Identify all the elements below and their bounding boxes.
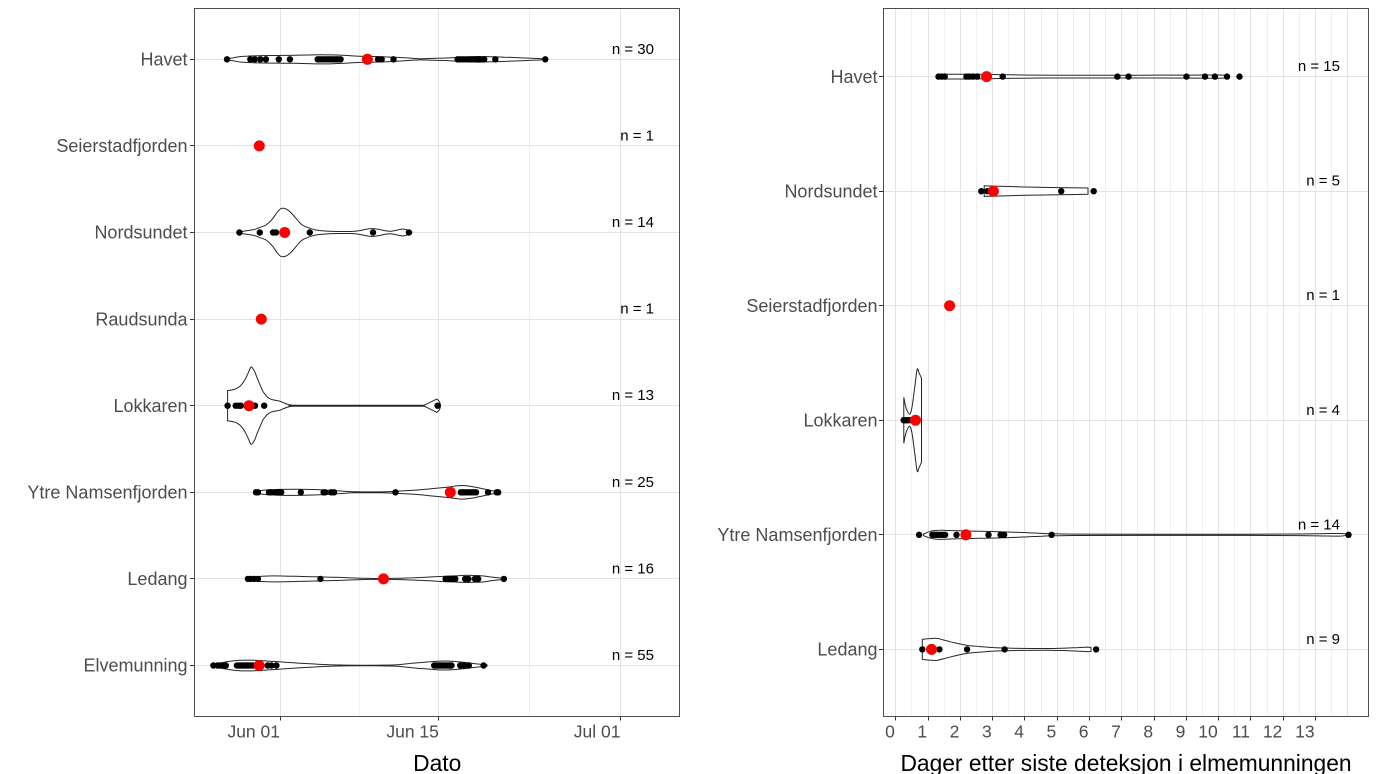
svg-text:n = 15: n = 15	[1298, 58, 1340, 75]
svg-text:0: 0	[885, 722, 895, 742]
svg-text:Ledang: Ledang	[817, 640, 877, 660]
svg-text:n = 55: n = 55	[612, 647, 654, 664]
svg-text:Nordsundet: Nordsundet	[784, 181, 877, 201]
svg-text:n = 30: n = 30	[612, 41, 654, 58]
svg-text:Elvemunning: Elvemunning	[83, 656, 187, 676]
svg-text:11: 11	[1232, 722, 1250, 742]
svg-text:n = 13: n = 13	[612, 387, 654, 404]
svg-text:n = 25: n = 25	[612, 474, 654, 491]
svg-text:Jul 01: Jul 01	[574, 722, 621, 742]
svg-text:5: 5	[1046, 722, 1056, 742]
svg-text:Nordsundet: Nordsundet	[94, 223, 187, 243]
svg-text:Seierstadfjorden: Seierstadfjorden	[56, 136, 187, 156]
svg-text:Seierstadfjorden: Seierstadfjorden	[746, 296, 877, 316]
svg-text:6: 6	[1079, 722, 1089, 742]
svg-text:Raudsunda: Raudsunda	[95, 309, 188, 329]
svg-text:n = 5: n = 5	[1306, 173, 1340, 190]
svg-text:13: 13	[1295, 722, 1314, 742]
svg-text:10: 10	[1198, 722, 1218, 742]
svg-text:9: 9	[1176, 722, 1186, 742]
svg-text:Ytre Namsenfjorden: Ytre Namsenfjorden	[27, 483, 187, 503]
svg-text:Dato: Dato	[413, 750, 461, 774]
svg-text:n = 1: n = 1	[620, 127, 654, 144]
svg-text:Jun 15: Jun 15	[386, 722, 439, 742]
svg-text:n = 16: n = 16	[612, 560, 654, 577]
svg-text:n = 14: n = 14	[1298, 516, 1340, 533]
svg-text:n = 9: n = 9	[1306, 631, 1340, 648]
svg-text:Havet: Havet	[140, 50, 187, 70]
svg-text:Lokkaren: Lokkaren	[803, 410, 877, 430]
svg-text:n = 1: n = 1	[620, 301, 654, 318]
svg-text:8: 8	[1143, 722, 1153, 742]
svg-text:Ledang: Ledang	[127, 569, 187, 589]
svg-text:n = 14: n = 14	[612, 214, 654, 231]
svg-text:7: 7	[1111, 722, 1121, 742]
svg-text:2: 2	[950, 722, 960, 742]
svg-text:Ytre Namsenfjorden: Ytre Namsenfjorden	[717, 525, 877, 545]
svg-text:n = 1: n = 1	[1306, 287, 1340, 304]
svg-text:Jun 01: Jun 01	[227, 722, 280, 742]
svg-text:Dager etter siste deteksjon i: Dager etter siste deteksjon i elmemunnin…	[900, 750, 1351, 774]
svg-text:Havet: Havet	[830, 67, 877, 87]
svg-text:1: 1	[917, 722, 927, 742]
svg-text:3: 3	[982, 722, 992, 742]
svg-text:4: 4	[1014, 722, 1024, 742]
svg-text:Lokkaren: Lokkaren	[113, 396, 187, 416]
svg-text:12: 12	[1263, 722, 1282, 742]
svg-text:n = 4: n = 4	[1306, 402, 1340, 419]
